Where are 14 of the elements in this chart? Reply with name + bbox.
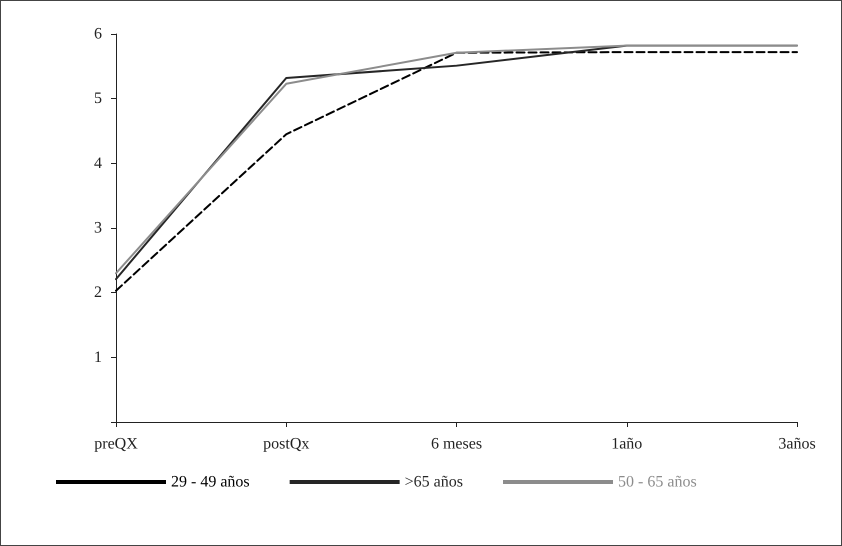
x-tick-label: postQx: [263, 436, 310, 452]
y-tick-label: 6: [94, 26, 102, 42]
x-tick-label: preQX: [94, 436, 138, 452]
x-tick-label: 6 meses: [430, 436, 482, 452]
y-tick-label: 4: [94, 154, 102, 172]
y-tick-label: 3: [94, 220, 102, 236]
x-tick-label: 3años: [778, 436, 816, 452]
text: 29 - 49 años: [171, 474, 250, 490]
x-tick-label: 1año: [611, 436, 642, 452]
text: 50 - 65 años: [618, 474, 697, 490]
y-tick-label: 1: [94, 348, 102, 366]
text: >65 años: [404, 474, 464, 490]
y-tick-label: 2: [94, 284, 102, 302]
y-tick-label: 5: [94, 90, 102, 108]
